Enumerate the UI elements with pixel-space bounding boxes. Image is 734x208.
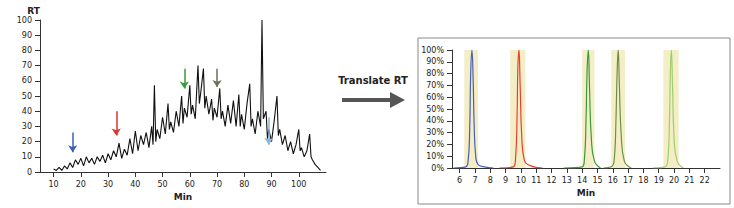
svg-text:6: 6 xyxy=(457,176,462,185)
svg-text:9: 9 xyxy=(503,176,508,185)
svg-text:90%: 90% xyxy=(426,57,444,66)
svg-text:11: 11 xyxy=(531,176,541,185)
svg-text:20%: 20% xyxy=(426,140,444,149)
svg-text:20: 20 xyxy=(22,137,32,146)
svg-text:90: 90 xyxy=(266,180,276,189)
svg-text:60: 60 xyxy=(185,180,195,189)
svg-text:7: 7 xyxy=(472,176,477,185)
svg-text:30: 30 xyxy=(22,122,32,131)
svg-text:100: 100 xyxy=(17,16,32,25)
svg-text:0: 0 xyxy=(27,168,32,177)
svg-text:Min: Min xyxy=(577,188,595,198)
svg-text:30: 30 xyxy=(103,180,113,189)
svg-text:80: 80 xyxy=(22,46,32,55)
svg-text:10: 10 xyxy=(516,176,526,185)
svg-text:40: 40 xyxy=(130,180,140,189)
svg-text:13: 13 xyxy=(562,176,572,185)
svg-text:40: 40 xyxy=(22,107,32,116)
svg-text:10: 10 xyxy=(49,180,59,189)
svg-text:0%: 0% xyxy=(431,164,444,173)
svg-text:70: 70 xyxy=(212,180,222,189)
svg-text:14: 14 xyxy=(577,176,587,185)
svg-text:20: 20 xyxy=(669,176,679,185)
svg-text:15: 15 xyxy=(592,176,602,185)
svg-text:60: 60 xyxy=(22,76,32,85)
svg-text:Translate RT: Translate RT xyxy=(338,75,408,86)
svg-text:10: 10 xyxy=(22,152,32,161)
svg-text:50: 50 xyxy=(22,92,32,101)
svg-text:100%: 100% xyxy=(421,46,444,55)
svg-text:8: 8 xyxy=(488,176,493,185)
svg-text:19: 19 xyxy=(654,176,664,185)
svg-text:60%: 60% xyxy=(426,93,444,102)
svg-text:Min: Min xyxy=(174,192,192,202)
svg-text:12: 12 xyxy=(546,176,556,185)
svg-text:70: 70 xyxy=(22,61,32,70)
svg-text:10%: 10% xyxy=(426,152,444,161)
svg-text:22: 22 xyxy=(700,176,710,185)
svg-text:21: 21 xyxy=(684,176,694,185)
svg-text:18: 18 xyxy=(638,176,648,185)
svg-text:16: 16 xyxy=(608,176,618,185)
svg-text:80%: 80% xyxy=(426,69,444,78)
svg-text:70%: 70% xyxy=(426,81,444,90)
svg-text:20: 20 xyxy=(76,180,86,189)
svg-text:40%: 40% xyxy=(426,116,444,125)
svg-text:50%: 50% xyxy=(426,105,444,114)
svg-text:90: 90 xyxy=(22,31,32,40)
svg-text:80: 80 xyxy=(239,180,249,189)
svg-text:100: 100 xyxy=(291,180,306,189)
svg-text:50: 50 xyxy=(157,180,167,189)
svg-text:RT: RT xyxy=(27,6,41,16)
svg-text:30%: 30% xyxy=(426,128,444,137)
svg-text:17: 17 xyxy=(623,176,633,185)
